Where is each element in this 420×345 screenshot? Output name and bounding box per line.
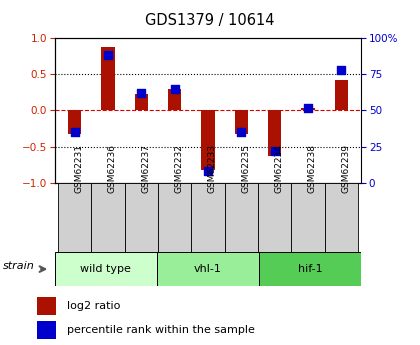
Bar <box>134 95 148 110</box>
Point <box>138 90 144 96</box>
Bar <box>168 89 181 110</box>
Bar <box>258 183 291 252</box>
Text: GSM62236: GSM62236 <box>108 144 117 193</box>
Text: GSM62231: GSM62231 <box>75 144 84 193</box>
Text: log2 ratio: log2 ratio <box>67 301 120 311</box>
Point <box>238 129 244 135</box>
Point <box>171 86 178 91</box>
Text: GSM62232: GSM62232 <box>175 144 184 193</box>
Bar <box>55 252 157 286</box>
Bar <box>37 297 56 315</box>
Bar <box>268 110 281 156</box>
Bar <box>335 80 348 110</box>
Bar <box>291 183 325 252</box>
Bar <box>58 183 91 252</box>
Bar <box>259 252 361 286</box>
Text: GDS1379 / 10614: GDS1379 / 10614 <box>145 13 275 28</box>
Text: GSM62235: GSM62235 <box>241 144 250 193</box>
Text: GSM62238: GSM62238 <box>308 144 317 193</box>
Text: GSM62237: GSM62237 <box>141 144 150 193</box>
Text: percentile rank within the sample: percentile rank within the sample <box>67 325 255 335</box>
Bar <box>101 47 115 110</box>
Point <box>304 105 311 110</box>
Text: strain: strain <box>3 261 34 270</box>
Bar <box>234 110 248 134</box>
Bar <box>125 183 158 252</box>
Bar <box>301 108 315 110</box>
Bar <box>157 252 259 286</box>
Bar <box>325 183 358 252</box>
Text: GSM62234: GSM62234 <box>275 144 284 193</box>
Text: wild type: wild type <box>80 264 131 274</box>
Bar <box>191 183 225 252</box>
Bar <box>225 183 258 252</box>
Point <box>105 52 111 58</box>
Point <box>338 67 344 72</box>
Point <box>71 129 78 135</box>
Bar <box>91 183 125 252</box>
Bar <box>158 183 191 252</box>
Point <box>205 168 211 174</box>
Text: GSM62233: GSM62233 <box>208 144 217 193</box>
Point <box>271 148 278 154</box>
Bar <box>68 110 81 134</box>
Text: GSM62239: GSM62239 <box>341 144 350 193</box>
Text: hif-1: hif-1 <box>298 264 323 274</box>
Text: vhl-1: vhl-1 <box>194 264 222 274</box>
Bar <box>201 110 215 170</box>
Bar <box>37 321 56 339</box>
